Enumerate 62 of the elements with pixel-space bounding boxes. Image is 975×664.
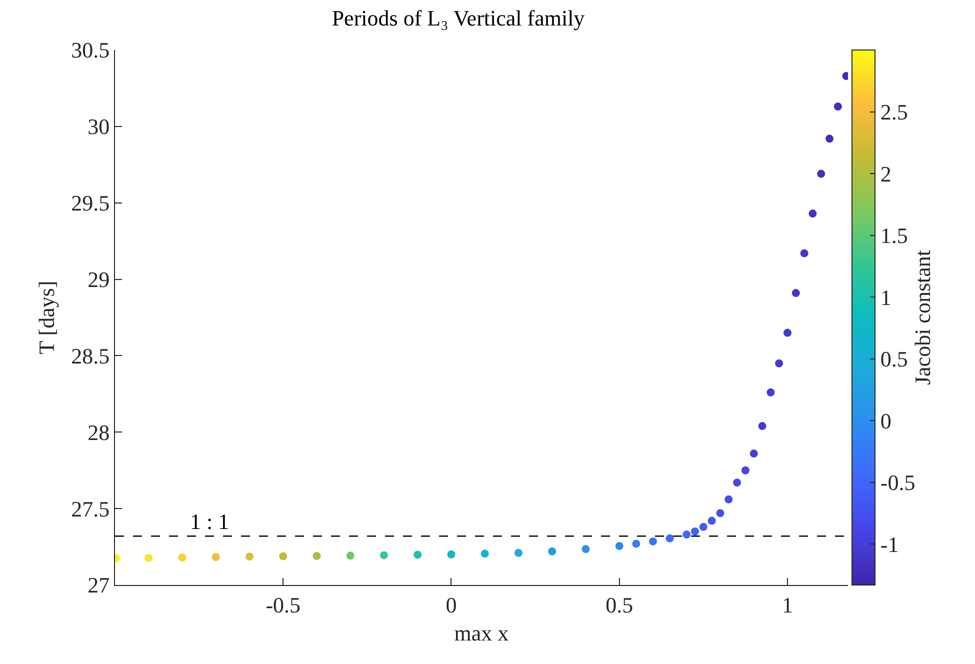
point <box>766 388 775 396</box>
y-tick-label: 30 <box>88 114 110 140</box>
color-bar-label: 1.5 <box>880 223 908 248</box>
point <box>817 170 826 178</box>
color-bar-label: -0.5 <box>880 470 916 496</box>
x-tick-label: -0.5 <box>266 592 301 618</box>
point <box>144 554 153 562</box>
point <box>808 210 817 218</box>
color-bar-title: Jacobi constant <box>910 250 935 386</box>
y-tick-label: 28.5 <box>71 343 110 368</box>
point <box>447 550 456 558</box>
point <box>750 450 758 458</box>
point <box>775 359 784 368</box>
y-tick-label: 29.5 <box>71 190 110 216</box>
color-bar-label: 2 <box>880 161 892 186</box>
y-tick-label: 27 <box>88 572 110 598</box>
point <box>480 550 489 558</box>
point <box>514 548 522 557</box>
x-tick-label: 0.5 <box>606 592 634 618</box>
x-tick-label: 1 <box>782 592 793 618</box>
x-axis-title: max x <box>454 620 509 646</box>
point <box>783 328 792 337</box>
y-axis-title: T [days] <box>34 280 59 354</box>
point <box>312 552 321 560</box>
point <box>346 552 354 560</box>
point <box>741 466 750 474</box>
point <box>212 553 220 562</box>
point <box>380 551 388 560</box>
point <box>246 552 254 561</box>
point <box>178 553 186 562</box>
chart-title: Periods of L₃ Vertical family <box>332 5 585 30</box>
color-bar-label: 1 <box>880 284 892 310</box>
point <box>758 422 766 430</box>
y-tick-label: 28 <box>88 420 110 445</box>
y-tick-label: 29 <box>88 266 110 292</box>
y-tick-label: 30.5 <box>71 38 110 63</box>
color-bar-label: 2.5 <box>880 99 908 124</box>
point <box>582 545 590 554</box>
y-tick-label: 27.5 <box>71 496 110 522</box>
point <box>632 540 640 548</box>
point <box>733 478 742 487</box>
point <box>716 509 724 518</box>
point <box>615 542 624 550</box>
point <box>414 550 422 559</box>
annotation: 1 : 1 <box>190 509 230 534</box>
point <box>699 522 708 531</box>
point <box>666 534 674 542</box>
point <box>800 249 808 258</box>
color-bar-label: 0 <box>880 408 892 434</box>
point <box>724 495 733 504</box>
point <box>682 530 691 539</box>
color-bar-label: -1 <box>880 532 899 557</box>
point <box>826 134 834 143</box>
point <box>648 537 657 546</box>
point <box>792 289 800 298</box>
point <box>548 547 556 556</box>
x-tick-label: 0 <box>446 592 457 618</box>
point <box>834 102 842 111</box>
point <box>691 528 700 536</box>
point <box>279 552 288 560</box>
point <box>708 516 716 525</box>
color-bar-label: 0.5 <box>880 346 908 372</box>
